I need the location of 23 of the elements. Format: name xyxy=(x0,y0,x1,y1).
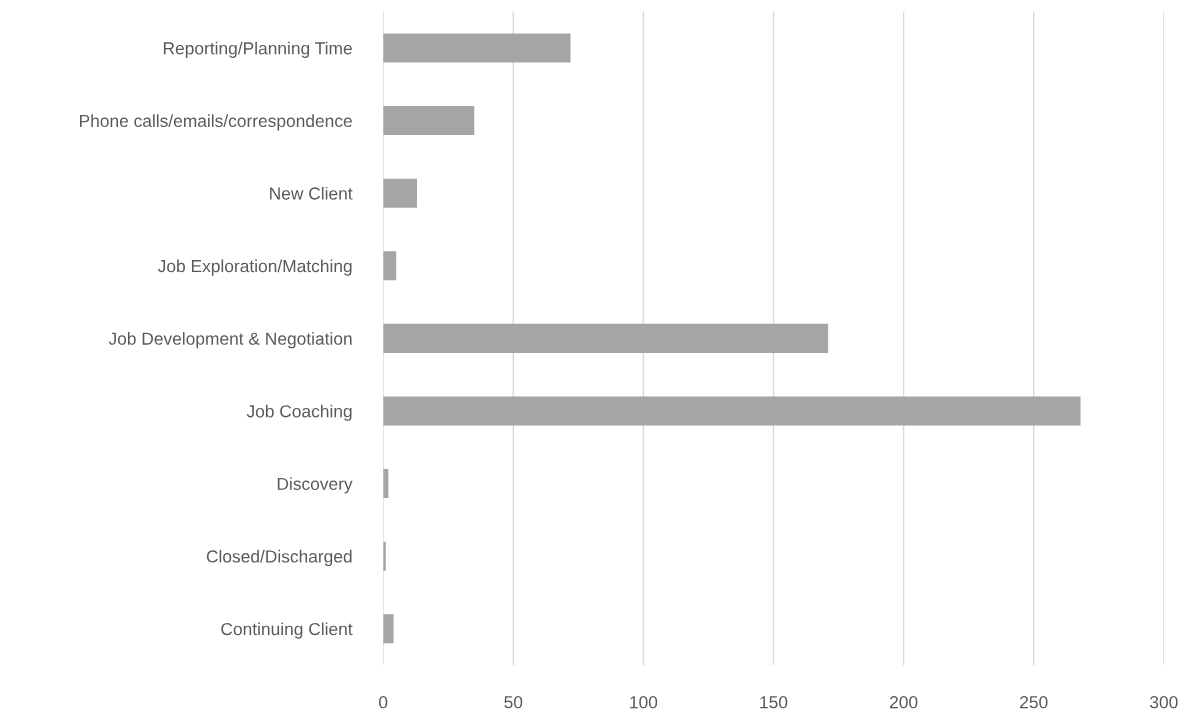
x-tick-label: 250 xyxy=(1020,696,1048,709)
bar xyxy=(383,106,475,136)
y-tick-label: Job Development & Negotiation xyxy=(108,332,352,349)
y-tick-label: Job Exploration/Matching xyxy=(157,259,352,276)
y-tick-label: New Client xyxy=(270,186,353,200)
x-tick-label: 50 xyxy=(504,696,523,709)
y-tick-label: Phone calls/emails/correspondence xyxy=(79,114,352,131)
y-tick-label: Job Coaching xyxy=(246,404,352,421)
y-tick-label: Reporting/Planning Time xyxy=(163,41,352,58)
bar xyxy=(383,614,394,644)
bar xyxy=(383,323,829,353)
y-tick-label: Closed/Discharged xyxy=(206,549,352,567)
x-tick-label: 150 xyxy=(760,696,788,709)
bar xyxy=(383,251,397,281)
y-tick-label: Discovery xyxy=(277,477,353,494)
y-tick-label: Continuing Client xyxy=(221,622,353,639)
x-tick-label: 0 xyxy=(379,696,388,709)
bar xyxy=(383,396,1081,426)
x-tick-label: 200 xyxy=(890,696,918,709)
bar xyxy=(383,33,571,63)
x-tick-label: 100 xyxy=(630,696,658,709)
x-tick-label: 300 xyxy=(1150,696,1178,709)
bar xyxy=(383,178,418,208)
